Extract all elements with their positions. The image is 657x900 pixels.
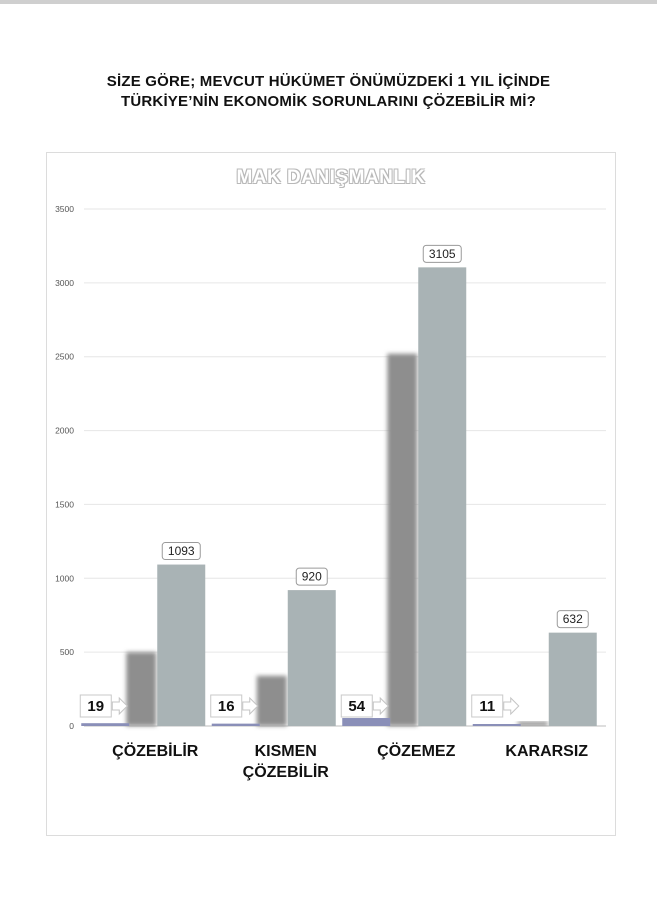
main-bar — [157, 564, 206, 726]
category-label: KARARSIZ — [505, 743, 588, 760]
y-tick-label: 1500 — [55, 499, 74, 509]
page-title-line-2: TÜRKİYE’NİN EKONOMİK SORUNLARINI ÇÖZEBİL… — [120, 93, 537, 110]
main-bar-label-box — [161, 542, 201, 561]
shadow-bar — [517, 721, 548, 726]
y-tick-label: 1000 — [55, 573, 74, 583]
main-bar — [548, 632, 597, 726]
main-bar-label: 920 — [302, 570, 322, 584]
arrow-right-icon — [111, 696, 128, 716]
shadow-bar — [387, 353, 418, 726]
main-bar — [418, 267, 467, 726]
category-label: ÇÖZEBİLİR — [243, 762, 330, 781]
top-rule — [0, 0, 657, 4]
small-bar — [342, 718, 391, 726]
small-bar — [472, 724, 521, 726]
arrow-right-icon — [242, 696, 259, 716]
y-tick-label: 2000 — [55, 426, 74, 436]
chart-title: MAK DANIŞMANLIK — [236, 167, 426, 188]
small-bar — [211, 723, 260, 726]
main-bar-label: 1093 — [168, 544, 195, 558]
main-bar-label: 632 — [563, 612, 583, 626]
main-bar — [287, 590, 336, 726]
page-title: SİZE GÖRE; MEVCUT HÜKÜMET ÖNÜMÜZDEKİ 1 Y… — [0, 72, 657, 112]
labels-layer: 1093 19 ÇÖZEBİLİR 920 16 KISMEN ÇÖZEBİLİR 3105 5… — [79, 244, 589, 781]
y-tick-label: 500 — [60, 647, 74, 657]
y-tick-label: 3000 — [55, 278, 74, 288]
small-bar-label: 16 — [218, 698, 235, 715]
category-label: ÇÖZEBİLİR — [112, 741, 199, 760]
category-label: ÇÖZEMEZ — [377, 741, 455, 760]
y-tick-label: 0 — [69, 721, 74, 731]
bars-layer — [81, 267, 597, 726]
arrow-right-icon — [372, 696, 389, 716]
small-bar-label: 19 — [87, 698, 104, 715]
arrow-right-icon — [503, 696, 520, 716]
page-title-line-1: SİZE GÖRE; MEVCUT HÜKÜMET ÖNÜMÜZDEKİ 1 Y… — [106, 73, 551, 90]
small-bar-label: 54 — [348, 698, 365, 715]
small-bar — [81, 723, 130, 726]
shadow-bar — [256, 675, 287, 726]
y-tick-label: 2500 — [55, 352, 74, 362]
main-bar-label-box — [295, 567, 328, 586]
small-bar-label-box — [340, 694, 373, 718]
y-tick-label: 3500 — [55, 204, 74, 214]
category-label: KISMEN — [255, 743, 317, 760]
main-bar-label-box — [422, 244, 462, 263]
small-bar-label: 11 — [479, 698, 495, 715]
main-bar-label: 3105 — [429, 247, 456, 261]
shadow-bar — [126, 652, 157, 726]
small-bar-label-box — [79, 694, 112, 718]
small-bar-label-box — [210, 694, 243, 718]
small-bar-label-box — [471, 694, 504, 718]
main-bar-label-box — [556, 610, 589, 629]
